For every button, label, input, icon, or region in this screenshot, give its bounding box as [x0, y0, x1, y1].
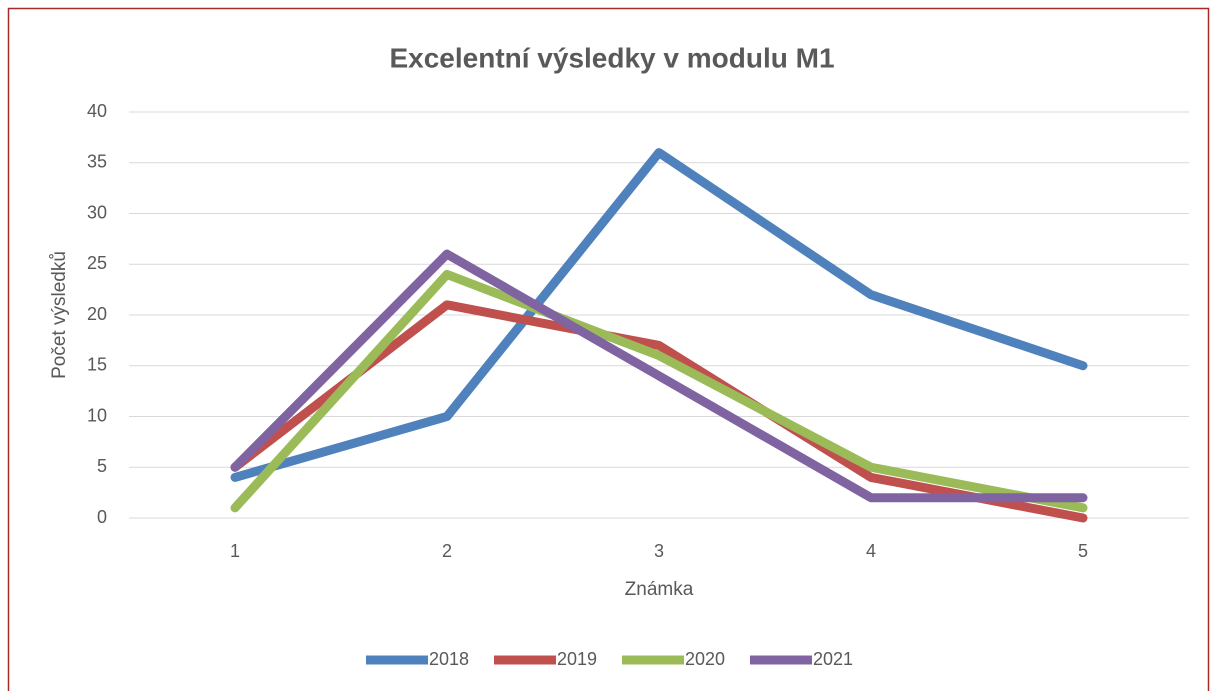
series-line	[230, 269, 1088, 513]
y-tick-label: 20	[87, 304, 107, 324]
series-line	[230, 148, 1088, 482]
x-tick-label: 3	[654, 541, 664, 561]
y-axis-label: Počet výsledků	[49, 251, 70, 379]
x-tick-label: 2	[442, 541, 452, 561]
y-tick-label: 0	[97, 507, 107, 527]
y-tick-label: 10	[87, 405, 107, 425]
legend-label: 2020	[685, 649, 725, 669]
y-tick-label: 25	[87, 253, 107, 273]
legend-label: 2019	[557, 649, 597, 669]
legend-label: 2021	[813, 649, 853, 669]
x-axis-label: Známka	[625, 579, 694, 600]
series-line	[230, 249, 1088, 503]
chart-title: Excelentní výsledky v modulu M1	[389, 42, 834, 73]
x-tick-label: 4	[866, 541, 876, 561]
x-tick-label: 1	[230, 541, 240, 561]
series-line	[230, 300, 1088, 523]
legend-label: 2018	[429, 649, 469, 669]
y-tick-label: 30	[87, 202, 107, 222]
y-tick-label: 40	[87, 101, 107, 121]
y-tick-label: 5	[97, 456, 107, 476]
y-tick-label: 35	[87, 152, 107, 172]
y-tick-label: 15	[87, 355, 107, 375]
x-tick-label: 5	[1078, 541, 1088, 561]
